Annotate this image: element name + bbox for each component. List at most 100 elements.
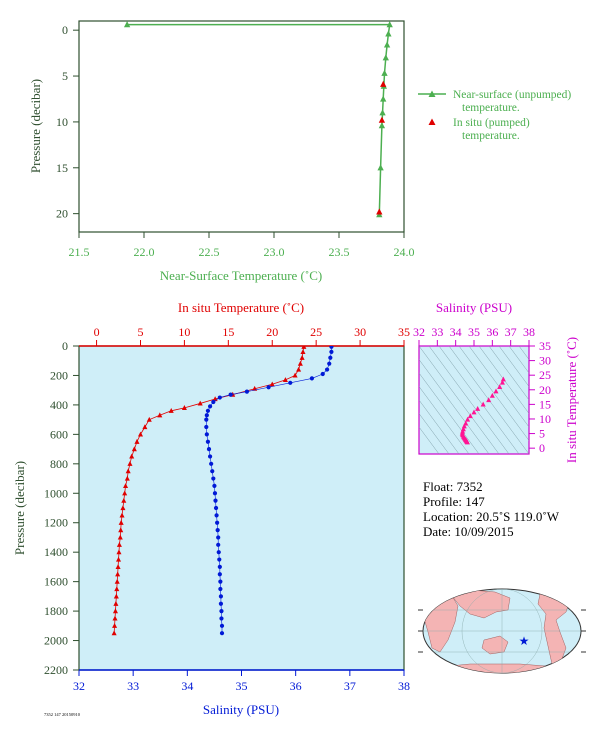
top-x-tick-label: 22.0 bbox=[134, 245, 155, 259]
main-top-tick-label: 15 bbox=[222, 325, 234, 339]
near-surface-temperature-point bbox=[123, 21, 131, 28]
temperature-profile-point bbox=[197, 400, 203, 406]
temperature-profile-point bbox=[112, 623, 118, 628]
salinity-profile-point bbox=[219, 616, 224, 621]
salinity-profile-point bbox=[228, 392, 233, 397]
main-top-tick-label: 25 bbox=[310, 325, 322, 339]
ts-point bbox=[489, 392, 495, 398]
ts-x-tick-label: 35 bbox=[468, 325, 480, 339]
main-top-tick-label: 35 bbox=[398, 325, 410, 339]
top-x-tick-label: 23.5 bbox=[329, 245, 350, 259]
in-situ-pumped-temperature-point bbox=[376, 208, 383, 215]
ts-point bbox=[486, 397, 492, 403]
ts-density-contour bbox=[458, 346, 529, 441]
temperature-profile-point bbox=[113, 600, 119, 606]
temperature-profile-point bbox=[115, 571, 121, 577]
main-top-tick-label: 30 bbox=[354, 325, 366, 339]
ts-y-tick-label: 10 bbox=[539, 412, 551, 426]
temperature-profile-point bbox=[146, 416, 152, 422]
main-top-tick-label: 20 bbox=[266, 325, 278, 339]
temperature-profile-point bbox=[123, 483, 129, 489]
ts-point bbox=[499, 379, 505, 385]
top-y-tick-label: 10 bbox=[56, 115, 68, 129]
main-y-tick-label: 200 bbox=[50, 368, 68, 382]
float-id: Float: 7352 bbox=[423, 479, 483, 494]
salinity-profile-point bbox=[210, 469, 215, 474]
top-y-tick-label: 20 bbox=[56, 207, 68, 221]
main-y-tick-label: 800 bbox=[50, 457, 68, 471]
ts-density-contour bbox=[518, 346, 529, 360]
main-plot-frame bbox=[78, 345, 405, 671]
top-y-axis-label: Pressure (decibar) bbox=[28, 79, 43, 173]
main-bottom-tick-label: 32 bbox=[73, 679, 85, 693]
temperature-profile-point bbox=[115, 564, 121, 570]
temperature-profile-point bbox=[296, 366, 302, 372]
main-bottom-tick-label: 35 bbox=[236, 679, 248, 693]
main-bottom-axis-label: Salinity (PSU) bbox=[203, 702, 279, 717]
main-bottom-tick-label: 37 bbox=[344, 679, 356, 693]
ts-point bbox=[493, 388, 499, 394]
near-surface-temperature-point bbox=[383, 41, 391, 48]
salinity-profile-point bbox=[213, 505, 219, 511]
main-y-tick-label: 600 bbox=[50, 427, 68, 441]
temperature-profile-point bbox=[168, 408, 174, 413]
main-y-axis-label: Pressure (decibar) bbox=[12, 461, 27, 555]
salinity-profile-point bbox=[207, 454, 213, 459]
salinity-profile-point bbox=[204, 413, 209, 418]
float-location: Location: 20.5˚S 119.0˚W bbox=[423, 509, 560, 524]
temperature-profile-point bbox=[297, 360, 303, 366]
main-bottom-tick-label: 33 bbox=[127, 679, 139, 693]
temperature-profile-point bbox=[116, 549, 122, 555]
temperature-profile-point bbox=[113, 593, 119, 599]
depth-profile-chart: 0 5 10 15 20 25 30 35 32 33 34 35 36 37 38 0 200 400 600… bbox=[12, 300, 410, 717]
salinity-profile-point bbox=[216, 542, 221, 547]
top-x-tick-label: 21.5 bbox=[69, 245, 90, 259]
top-y-tick-label: 5 bbox=[62, 69, 68, 83]
temperature-profile-point bbox=[111, 630, 117, 636]
ts-point bbox=[475, 405, 481, 411]
salinity-profile-point bbox=[218, 594, 224, 599]
ts-y-axis-label: In situ Temperature (˚C) bbox=[564, 337, 579, 463]
temperature-profile-point bbox=[300, 349, 306, 354]
top-y-tick-label: 0 bbox=[62, 23, 68, 37]
top-x-axis-label: Near-Surface Temperature (˚C) bbox=[160, 268, 322, 283]
salinity-profile-point bbox=[212, 491, 218, 496]
ts-density-contour bbox=[419, 386, 470, 454]
ts-point bbox=[500, 376, 506, 382]
float-info: Float: 7352 Profile: 147 Location: 20.5˚… bbox=[423, 479, 560, 539]
ts-density-contour bbox=[478, 346, 529, 414]
map-land bbox=[423, 589, 581, 673]
salinity-profile-point bbox=[320, 371, 325, 377]
salinity-profile-point bbox=[211, 476, 216, 481]
main-top-axis-label: In situ Temperature (˚C) bbox=[178, 300, 304, 315]
salinity-profile-line bbox=[205, 346, 332, 634]
ts-y-tick-label: 15 bbox=[539, 397, 551, 411]
temperature-profile-point bbox=[121, 497, 127, 503]
ts-x-tick-label: 38 bbox=[523, 325, 535, 339]
ts-density-contour bbox=[488, 346, 529, 401]
temperature-profile-point bbox=[127, 461, 133, 466]
salinity-profile-point bbox=[327, 361, 332, 366]
float-location-marker: ★ bbox=[519, 634, 530, 648]
temperature-profile-point bbox=[269, 381, 275, 387]
salinity-profile-point bbox=[211, 399, 216, 405]
salinity-profile-point bbox=[324, 367, 330, 372]
ts-density-contour bbox=[498, 346, 529, 387]
ts-x-axis-label: Salinity (PSU) bbox=[436, 300, 512, 315]
near-surface-temperature-point bbox=[380, 95, 387, 102]
ts-y-tick-label: 0 bbox=[539, 441, 545, 455]
ts-density-contour bbox=[419, 413, 450, 454]
temperature-profile-point bbox=[299, 354, 305, 360]
ts-density-contour bbox=[428, 346, 510, 454]
salinity-profile-point bbox=[329, 349, 334, 354]
main-y-tick-label: 2200 bbox=[44, 663, 68, 677]
temperature-profile-point bbox=[181, 405, 187, 410]
top-plot-frame bbox=[78, 20, 405, 233]
legend-marker-near-surface bbox=[428, 90, 436, 97]
temperature-profile-point bbox=[118, 527, 124, 533]
ts-density-contour bbox=[468, 346, 529, 428]
salinity-profile-point bbox=[212, 483, 217, 489]
salinity-profile-point bbox=[216, 535, 221, 540]
